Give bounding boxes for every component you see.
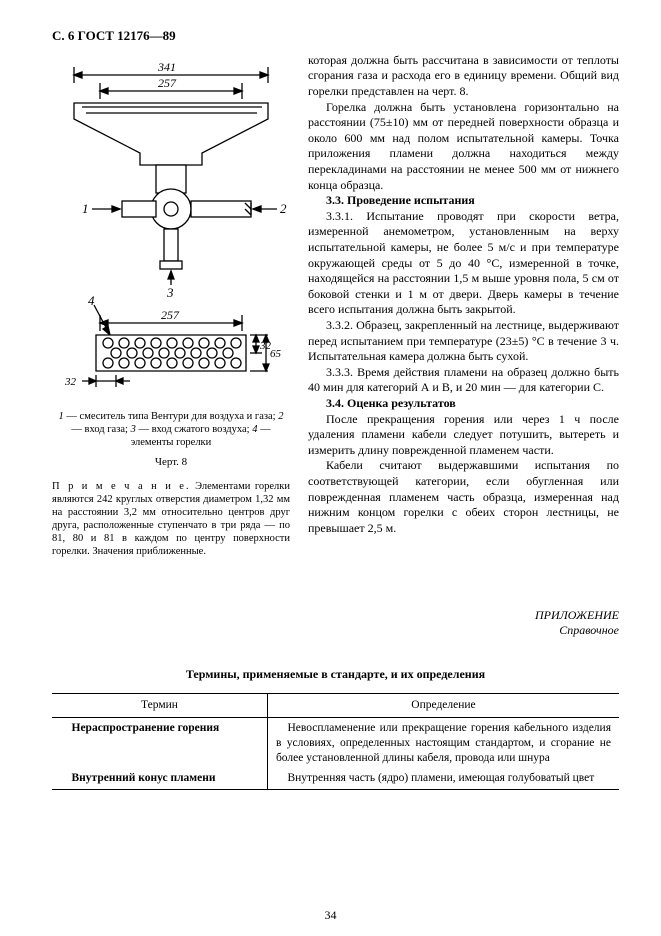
page-number: 34: [0, 908, 661, 924]
para-3-4b: Кабели считают выдержавшими испытания по…: [308, 458, 619, 536]
dim-65: 65: [270, 348, 282, 360]
page-header: С. 6 ГОСТ 12176—89: [52, 28, 619, 45]
figure-note: П р и м е ч а н и е. Элементами горелки …: [52, 480, 290, 559]
terms-head-term: Термин: [52, 693, 267, 717]
dim-32b: 32: [64, 376, 77, 388]
terms-table: Термин Определение Нераспространение гор…: [52, 693, 619, 791]
figure-label: Черт. 8: [52, 455, 290, 469]
figure-caption: 1 — смеситель типа Вентури для воздуха и…: [52, 411, 290, 449]
appendix-label: ПРИЛОЖЕНИЕ Справочное: [52, 608, 619, 637]
burner-diagram: 341 257: [52, 53, 290, 408]
dim-257a: 257: [158, 76, 177, 90]
callout-4: 4: [88, 293, 95, 308]
callout-1: 1: [82, 201, 89, 216]
term-def: Невоспламенение или прекращение горения …: [276, 721, 611, 766]
sec-3-3-title: 3.3. Проведение испытания: [308, 193, 619, 209]
table-row: Внутренний конус пламени Внутренняя част…: [52, 768, 619, 789]
term-label: Нераспространение горения: [60, 721, 259, 736]
term-def: Внутренняя часть (ядро) пламени, имеющая…: [276, 771, 611, 786]
callout-3: 3: [166, 285, 174, 300]
terms-head-def: Определение: [267, 693, 619, 717]
para-burner-position: Горелка должна быть установлена горизонт…: [308, 100, 619, 194]
two-column-layout: 341 257: [52, 53, 619, 558]
right-column: которая должна быть рассчитана в зависим…: [308, 53, 619, 558]
left-column: 341 257: [52, 53, 290, 558]
dim-341: 341: [157, 60, 176, 74]
table-row: Нераспространение горения Невоспламенени…: [52, 717, 619, 768]
sec-3-4-title: 3.4. Оценка результатов: [308, 396, 619, 412]
dim-257b: 257: [161, 308, 180, 322]
term-label: Внутренний конус пламени: [60, 771, 259, 786]
para-intro: которая должна быть рассчитана в зависим…: [308, 53, 619, 100]
para-3-3-1: 3.3.1. Испытание проводят при скорости в…: [308, 209, 619, 318]
para-3-3-3: 3.3.3. Время действия пламени на образец…: [308, 365, 619, 396]
para-3-3-2: 3.3.2. Образец, закрепленный на лестнице…: [308, 318, 619, 365]
terms-title: Термины, применяемые в стандарте, и их о…: [52, 667, 619, 683]
callout-2: 2: [280, 201, 287, 216]
para-3-4a: После прекращения горения или через 1 ч …: [308, 412, 619, 459]
